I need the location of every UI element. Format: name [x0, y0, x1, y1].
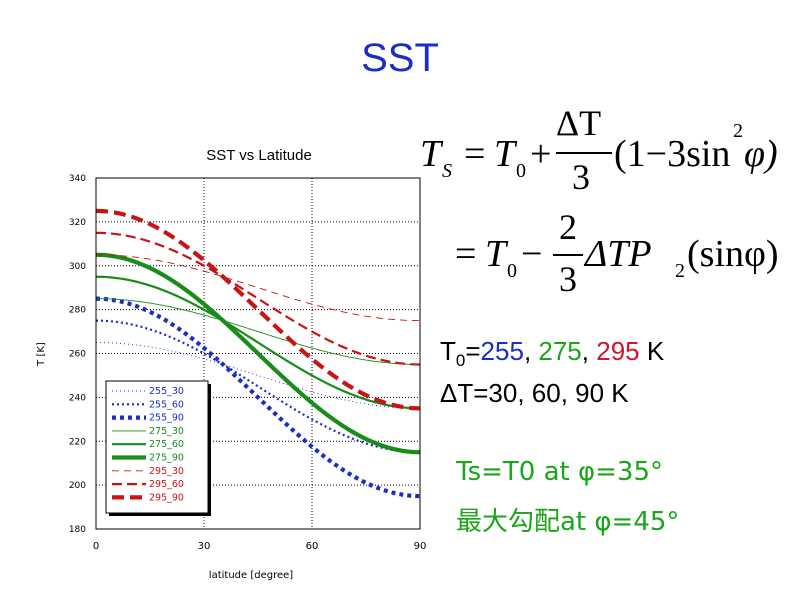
eq-ts: T	[420, 133, 442, 175]
equation-line-2: = T 0 − 2 3 ΔTP 2 (sinφ)	[455, 207, 795, 305]
y-tick-label: 200	[69, 481, 86, 491]
y-tick-label: 340	[69, 174, 86, 184]
eq2-sinphi: (sinφ)	[687, 233, 779, 275]
eq-t0: T	[494, 133, 516, 175]
x-tick-label: 30	[198, 541, 211, 552]
eq2-minus: −	[521, 233, 543, 275]
x-axis-label: latitude [degree]	[209, 570, 293, 581]
legend-label-295_60: 295_60	[149, 479, 184, 490]
t0-sep-2: ,	[581, 336, 597, 366]
series-line-275_30	[96, 298, 420, 365]
y-tick-label: 220	[69, 437, 86, 447]
eq2-p-sub: 2	[675, 260, 685, 282]
eq-plus: +	[530, 133, 552, 175]
delta-t-values: ΔT=30, 60, 90 K	[440, 378, 629, 408]
series-line-295_60	[96, 231, 420, 366]
equation-line-1: T S = T 0 + ΔT 3 (1−3sin 2 φ)	[420, 103, 800, 200]
legend-label-255_60: 255_60	[149, 399, 184, 410]
note-max-gradient: 最大勾配at φ=45°	[456, 507, 680, 537]
t0-unit: K	[639, 336, 665, 366]
t0-value-255: 255	[480, 336, 524, 366]
eq-t0-sub: 0	[516, 160, 526, 182]
series-line-275_90	[96, 252, 420, 455]
t0-values-line: T0=255, 275, 295 K	[440, 336, 664, 371]
legend-label-295_30: 295_30	[149, 466, 184, 477]
eq-paren-open: (1−3sin	[614, 133, 731, 175]
t0-value-295: 295	[596, 336, 640, 366]
eq2-t0-sub: 0	[507, 260, 517, 282]
y-tick-label: 300	[69, 262, 86, 272]
eq-frac-num: ΔT	[556, 103, 602, 143]
y-tick-label: 260	[69, 350, 86, 360]
legend-label-255_90: 255_90	[149, 413, 184, 424]
chart-title: SST vs Latitude	[206, 147, 312, 164]
t0-equals: =	[465, 336, 481, 366]
legend-box	[105, 380, 209, 514]
legend-label-275_60: 275_60	[149, 439, 184, 450]
eq-equals: =	[464, 133, 486, 175]
note-ts-equals-t0: Ts=T0 at φ=35°	[456, 457, 664, 487]
y-tick-label: 180	[69, 525, 86, 535]
legend-label-275_30: 275_30	[149, 426, 184, 437]
eq2-frac-num: 2	[559, 207, 577, 247]
eq-paren-close: φ)	[744, 133, 778, 175]
eq2-dtp: ΔTP	[585, 233, 652, 275]
series-line-295_30	[96, 254, 420, 322]
eq-frac-den: 3	[572, 157, 590, 197]
series-line-255_90	[96, 296, 420, 499]
eq2-frac-den: 3	[559, 259, 577, 299]
eq-square: 2	[733, 120, 743, 142]
eq-frac-bar	[556, 152, 612, 154]
legend-label-275_90: 275_90	[149, 453, 184, 464]
t0-sep-1: ,	[523, 336, 539, 366]
eq2-equals: =	[455, 233, 477, 275]
t0-value-275: 275	[538, 336, 582, 366]
plot-frame	[95, 177, 421, 530]
legend-label-295_90: 295_90	[149, 492, 184, 503]
x-tick-label: 90	[414, 541, 427, 552]
eq2-frac-bar	[553, 254, 583, 256]
eq-ts-sub: S	[442, 160, 452, 182]
t0-prefix: T	[440, 336, 456, 366]
t0-subscript: 0	[455, 351, 466, 371]
series-line-275_60	[96, 275, 420, 410]
y-axis-label: T [K]	[36, 342, 47, 367]
x-tick-label: 60	[306, 541, 319, 552]
y-tick-label: 240	[69, 393, 86, 403]
eq2-t0: T	[485, 233, 507, 275]
x-tick-label: 0	[93, 541, 99, 552]
slide-title: SST	[361, 36, 439, 80]
series-line-295_90	[96, 208, 420, 411]
y-tick-label: 320	[69, 218, 86, 228]
y-tick-label: 280	[69, 306, 86, 316]
legend-label-255_30: 255_30	[149, 386, 184, 397]
